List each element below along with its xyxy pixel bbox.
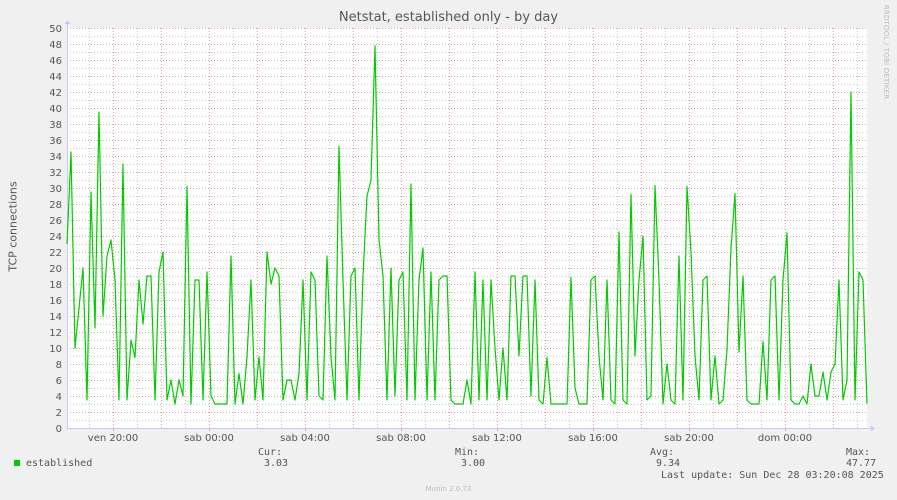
y-tick-label: 48: [49, 40, 62, 51]
y-tick-label: 38: [49, 120, 62, 131]
y-tick-label: 0: [56, 424, 62, 435]
y-tick-label: 8: [56, 360, 62, 371]
y-tick-label: 24: [49, 232, 62, 243]
y-tick-label: 30: [49, 184, 62, 195]
x-tick-label: dom 00:00: [758, 433, 812, 444]
x-tick-label: sab 08:00: [376, 433, 426, 444]
y-tick-label: 36: [49, 136, 62, 147]
y-tick-label: 46: [49, 56, 62, 67]
y-tick-label: 12: [49, 328, 62, 339]
legend-max-label: Max:: [846, 447, 871, 458]
legend-series-label: established: [26, 458, 93, 469]
y-tick-label: 32: [49, 168, 62, 179]
legend-min-label: Min:: [455, 447, 480, 458]
y-tick-label: 40: [49, 104, 62, 115]
legend-avg-value: 9.34: [656, 458, 681, 469]
last-update: Last update: Sun Dec 28 03:20:08 2025: [661, 470, 884, 481]
y-tick-label: 2: [56, 408, 62, 419]
y-tick-label: 14: [49, 312, 62, 323]
y-tick-label: 28: [49, 200, 62, 211]
y-tick-label: 22: [49, 248, 62, 259]
legend-cur-value: 3.03: [264, 458, 289, 469]
y-tick-label: 4: [56, 392, 62, 403]
x-tick-label: ven 20:00: [88, 433, 138, 444]
legend-swatch-established: [14, 460, 20, 466]
legend-max-value: 47.77: [846, 458, 877, 469]
y-tick-label: 18: [49, 280, 62, 291]
x-tick-label: sab 04:00: [280, 433, 330, 444]
x-tick-label: sab 20:00: [664, 433, 714, 444]
chart-plot: 0246810121416182022242628303234363840424…: [49, 20, 875, 444]
series-line-established: [66, 45, 868, 405]
y-tick-label: 34: [49, 152, 62, 163]
x-tick-label: sab 16:00: [568, 433, 618, 444]
y-axis-arrow-icon: [64, 20, 71, 24]
y-tick-label: 26: [49, 216, 62, 227]
legend-cur-label: Cur:: [258, 447, 283, 458]
y-tick-label: 6: [56, 376, 62, 387]
x-tick-label: sab 12:00: [472, 433, 522, 444]
x-axis-arrow-icon: [871, 425, 875, 432]
y-tick-label: 16: [49, 296, 62, 307]
y-tick-label: 20: [49, 264, 62, 275]
y-tick-label: 44: [49, 72, 62, 83]
munin-version: Munin 2.0.73: [425, 485, 472, 493]
legend-avg-label: Avg:: [650, 447, 675, 458]
y-tick-label: 50: [49, 24, 62, 35]
y-tick-label: 42: [49, 88, 62, 99]
chart-title: Netstat, established only - by day: [338, 10, 559, 25]
x-tick-label: sab 00:00: [184, 433, 234, 444]
y-tick-label: 10: [49, 344, 62, 355]
legend-min-value: 3.00: [461, 458, 486, 469]
